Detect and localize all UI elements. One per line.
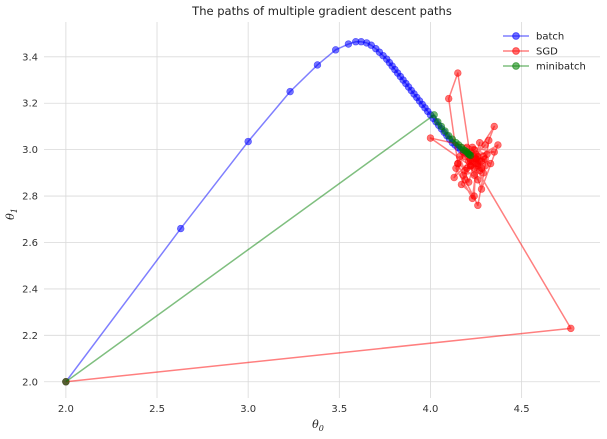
data-point-sgd [465, 178, 473, 186]
x-axis-label-subscript: 0 [319, 424, 324, 433]
chart-title: The paths of multiple gradient descent p… [191, 4, 452, 18]
y-tick-label: 2.6 [22, 238, 38, 249]
y-tick-label: 2.0 [22, 377, 38, 388]
data-point-sgd [468, 143, 477, 152]
legend-item-minibatch: minibatch [503, 62, 586, 73]
data-point-minibatch [62, 378, 70, 386]
data-point-minibatch [466, 151, 475, 160]
data-point-sgd [486, 159, 495, 168]
data-point-sgd [567, 324, 575, 333]
tick-labels: 2.0 2.5 3.0 3.5 4.0 4.5 2.0 2.2 2.4 2.6 2.8 3.0 3.2 3… [22, 52, 529, 415]
data-point-sgd [454, 69, 462, 77]
data-point-sgd [474, 159, 482, 168]
y-tick-label: 3.0 [22, 145, 38, 156]
legend-item-sgd: SGD [503, 47, 558, 58]
data-point-sgd [450, 173, 458, 182]
data-point-sgd [475, 138, 484, 147]
y-axis-label: θ1 [4, 208, 19, 220]
legend-label-sgd: SGD [536, 47, 558, 58]
data-point-sgd [426, 134, 435, 142]
x-tick-label: 3.0 [240, 404, 256, 415]
data-point-sgd [468, 194, 477, 203]
legend-marker-minibatch [512, 62, 520, 70]
data-point-minibatch [430, 111, 438, 119]
data-point-batch [286, 87, 294, 96]
data-point-batch [313, 61, 322, 69]
x-tick-label: 3.5 [331, 404, 347, 415]
y-tick-label: 2.4 [22, 284, 38, 295]
x-tick-label: 2.0 [58, 404, 74, 415]
data-point-batch [344, 40, 353, 48]
data-point-sgd [477, 185, 486, 193]
legend: batch SGD minibatch [503, 32, 586, 73]
data-point-sgd [454, 159, 462, 168]
data-point-sgd [494, 141, 502, 149]
y-tick-label: 2.8 [22, 192, 38, 203]
legend-marker-sgd [512, 47, 520, 55]
x-tick-label: 4.0 [423, 404, 439, 415]
x-tick-label: 4.5 [514, 404, 530, 415]
y-tick-label: 2.2 [22, 331, 38, 342]
data-point-sgd [474, 201, 482, 210]
legend-marker-batch [512, 32, 520, 40]
series-minibatch [62, 111, 475, 386]
y-tick-label: 3.4 [22, 52, 38, 63]
legend-label-batch: batch [536, 32, 564, 43]
data-point-batch [331, 46, 340, 54]
series-layer [62, 38, 575, 386]
y-axis-label-main: θ [4, 213, 17, 220]
x-axis-label-main: θ [312, 418, 319, 431]
data-point-batch [177, 224, 185, 233]
data-point-sgd [490, 122, 498, 131]
y-axis-label-subscript: 1 [10, 208, 19, 213]
data-point-sgd [474, 176, 482, 184]
x-axis-label: θ0 [312, 418, 324, 433]
legend-label-minibatch: minibatch [536, 62, 586, 73]
legend-item-batch: batch [503, 32, 564, 43]
data-point-sgd [459, 171, 467, 179]
data-point-sgd [490, 148, 498, 156]
data-point-sgd [445, 94, 453, 103]
x-tick-label: 2.5 [149, 404, 165, 415]
data-point-sgd [457, 180, 466, 189]
data-point-batch [244, 137, 252, 146]
y-tick-label: 3.2 [22, 99, 38, 110]
